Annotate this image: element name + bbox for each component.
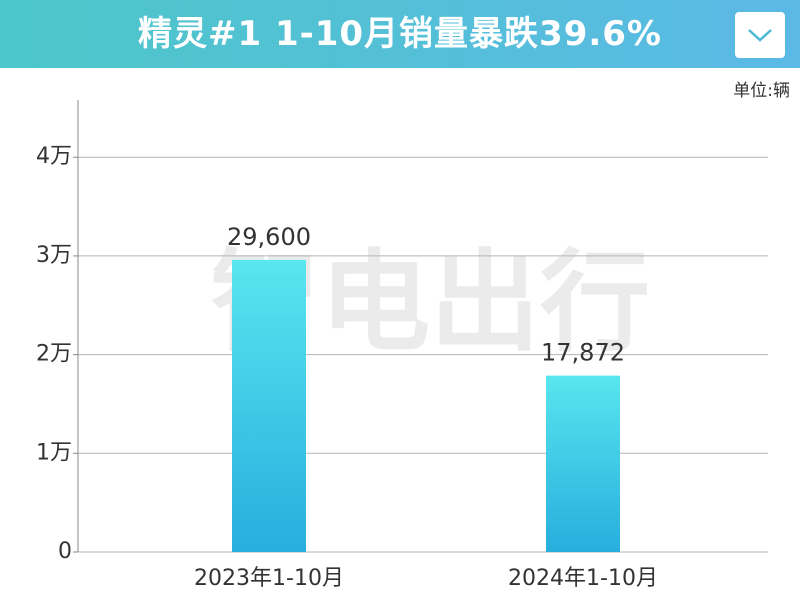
chevron-icon (748, 29, 772, 42)
data-label: 29,600 (227, 223, 311, 251)
y-tick-label: 0 (58, 539, 72, 564)
dropdown-button[interactable] (735, 12, 785, 58)
title-banner (0, 0, 800, 68)
y-tick-label: 4万 (36, 144, 72, 169)
chart-title: 精灵#1 1-10月销量暴跌39.6% (137, 14, 663, 54)
unit-label: 单位:辆 (733, 81, 790, 101)
x-tick-label: 2023年1-10月 (194, 566, 344, 591)
x-tick-label: 2024年1-10月 (508, 566, 658, 591)
data-label: 17,872 (541, 339, 625, 367)
bar (232, 259, 306, 552)
bar (546, 375, 620, 552)
y-tick-label: 3万 (36, 243, 72, 268)
y-tick-label: 2万 (36, 342, 72, 367)
y-tick-label: 1万 (36, 440, 72, 465)
